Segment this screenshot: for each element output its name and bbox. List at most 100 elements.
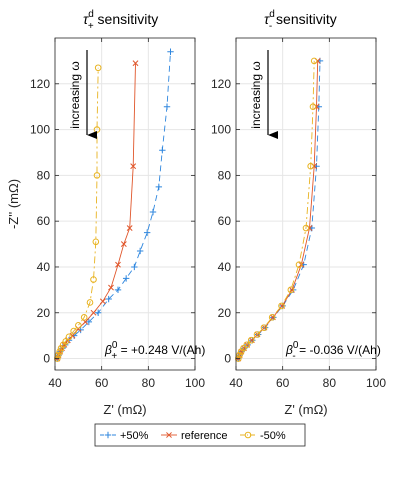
data-point-0 — [114, 286, 122, 294]
data-point-0 — [167, 48, 174, 55]
chart-title: τd - sensitivity — [264, 9, 337, 32]
y-tick-label: 60 — [218, 214, 232, 228]
data-point-2 — [93, 172, 101, 179]
increasing-omega-label: increasing ω — [68, 61, 82, 128]
data-point-2 — [309, 103, 317, 110]
data-point-2 — [287, 286, 295, 294]
data-point-2 — [235, 355, 242, 362]
series-line-2 — [237, 60, 315, 359]
x-axis-label: Z' (mΩ) — [284, 402, 327, 417]
data-point-0 — [163, 103, 171, 110]
x-tick-label: 40 — [229, 376, 243, 390]
legend-marker-0 — [104, 431, 112, 439]
axes-box — [54, 37, 196, 371]
beta-sub: - — [292, 351, 295, 362]
legend-marker-2 — [244, 431, 252, 439]
beta-sup: 0 — [112, 340, 118, 351]
data-point-2 — [90, 276, 97, 283]
data-point-1 — [130, 163, 137, 170]
y-tick-label: 0 — [224, 352, 231, 366]
data-point-0 — [131, 263, 138, 271]
data-point-2 — [75, 322, 82, 329]
data-point-2 — [54, 351, 62, 359]
data-point-2 — [86, 299, 94, 306]
y-tick-label: 0 — [43, 352, 50, 366]
beta-symbol: β — [104, 343, 112, 357]
title-sub: - — [269, 21, 272, 32]
x-tick-label: 80 — [323, 376, 337, 390]
y-tick-label: 40 — [218, 260, 232, 274]
legend-label-1: reference — [181, 430, 227, 442]
y-tick-label: 120 — [211, 77, 231, 91]
title-symbol: τ — [83, 11, 89, 27]
data-point-2 — [260, 324, 268, 331]
beta-sup: 0 — [293, 340, 299, 351]
data-point-0 — [155, 183, 163, 191]
y-tick-label: 100 — [30, 123, 50, 137]
beta-text: = +0.248 V/(Ah) — [117, 343, 205, 357]
data-point-0 — [159, 146, 166, 154]
x-tick-label: 40 — [48, 376, 62, 390]
data-point-2 — [307, 162, 314, 170]
data-point-2 — [240, 344, 247, 352]
beta-annotation: β0 + = +0.248 V/(Ah) — [104, 340, 205, 362]
title-text: sensitivity — [272, 11, 337, 27]
data-point-2 — [92, 238, 100, 246]
data-point-1 — [99, 298, 106, 305]
plot-area — [236, 38, 376, 370]
y-tick-label: 40 — [37, 260, 51, 274]
y-tick-label: 120 — [30, 77, 50, 91]
beta-text: = -0.036 V/(Ah) — [296, 343, 381, 357]
data-point-2 — [295, 261, 303, 268]
data-point-2 — [57, 344, 65, 352]
data-point-2 — [62, 338, 70, 345]
beta-sub: + — [111, 351, 117, 362]
data-point-1 — [115, 261, 121, 268]
series-line-0 — [237, 60, 321, 359]
legend-label-0: +50% — [120, 430, 149, 442]
plot-area — [55, 38, 195, 370]
legend-box — [94, 423, 306, 447]
data-point-2 — [302, 224, 310, 232]
x-tick-label: 100 — [366, 376, 386, 390]
data-point-0 — [136, 247, 144, 255]
y-tick-label: 100 — [211, 123, 231, 137]
data-point-1 — [126, 225, 133, 231]
x-tick-label: 80 — [142, 376, 156, 390]
data-point-2 — [310, 57, 318, 65]
data-point-2 — [253, 331, 261, 338]
beta-symbol: β — [285, 343, 293, 357]
data-point-2 — [80, 314, 88, 321]
title-sub: + — [88, 21, 94, 32]
y-axis-label: -Z'' (mΩ) — [6, 179, 21, 229]
data-point-0 — [77, 326, 84, 334]
data-point-1 — [61, 341, 68, 348]
title-text: sensitivity — [94, 11, 159, 27]
data-point-0 — [105, 295, 112, 303]
data-point-2 — [278, 302, 285, 310]
y-tick-label: 80 — [37, 168, 51, 182]
x-axis-label: Z' (mΩ) — [103, 402, 146, 417]
data-point-1 — [132, 60, 139, 67]
data-point-2 — [70, 327, 77, 335]
y-tick-label: 80 — [218, 168, 232, 182]
series-line-2 — [56, 67, 99, 359]
data-point-0 — [143, 229, 151, 236]
title-sup: d — [88, 9, 94, 20]
y-tick-label: 60 — [37, 214, 51, 228]
increasing-omega-label: increasing ω — [249, 61, 263, 128]
x-tick-label: 60 — [95, 376, 109, 390]
title-sup: d — [269, 9, 275, 20]
data-point-1 — [120, 241, 127, 247]
x-tick-label: 60 — [276, 376, 290, 390]
data-point-0 — [122, 275, 130, 282]
data-point-0 — [94, 309, 102, 316]
data-point-2 — [56, 348, 63, 355]
data-point-2 — [243, 341, 251, 349]
legend-label-2: -50% — [260, 430, 286, 442]
legend-marker-1 — [166, 432, 172, 438]
data-point-2 — [94, 64, 102, 72]
